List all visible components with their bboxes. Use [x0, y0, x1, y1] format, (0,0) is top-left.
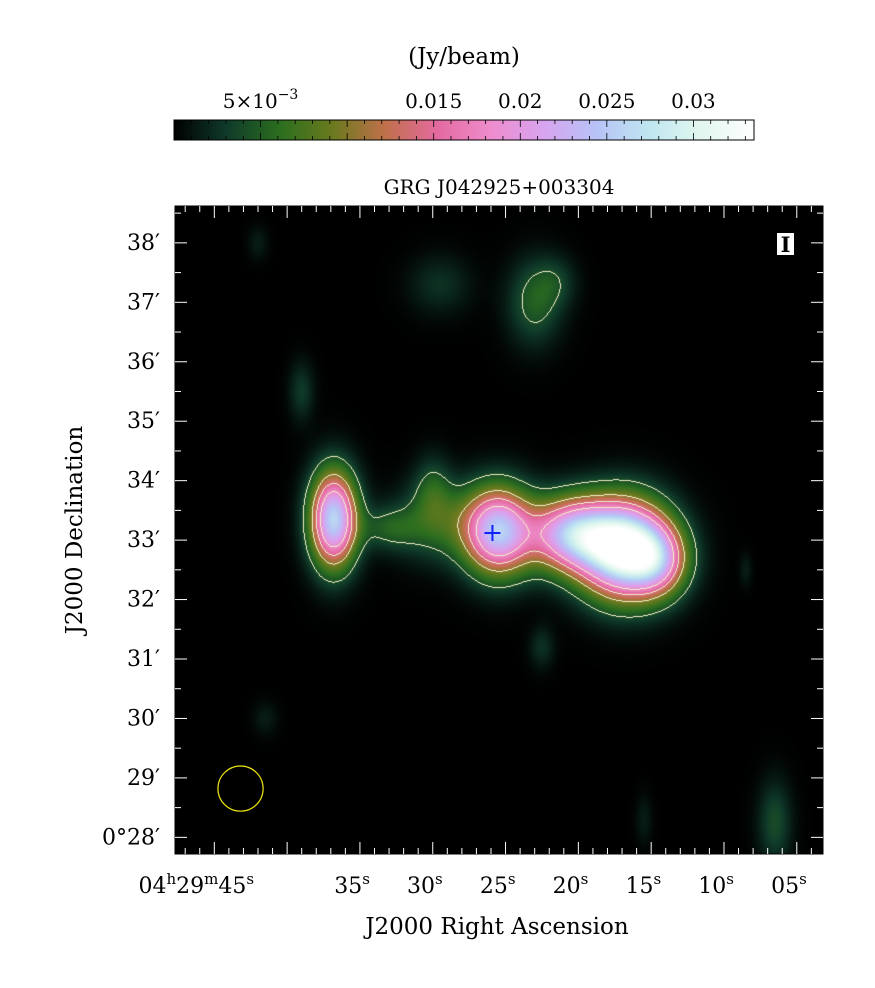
colorbar-ticks: [190, 120, 746, 140]
colorbar-gradient: [173, 119, 755, 141]
x-tick-label-s: 25: [480, 874, 508, 899]
x-tick-label-s: 35: [334, 874, 362, 899]
x-tick-unit: s: [362, 870, 370, 888]
x-tick-unit: s: [435, 870, 443, 888]
y-tick-label: 34′: [127, 469, 160, 494]
y-tick-label: 35′: [127, 409, 160, 434]
y-tick-label: 37′: [127, 290, 160, 315]
x-tick-label: 10s​: [698, 870, 734, 899]
overlays: I: [217, 232, 794, 812]
colorbar: (Jy/beam) 5×10−3 0.015 0.02 0.025 0.03: [173, 44, 755, 141]
stokes-label-box: [777, 233, 794, 255]
y-tick-label: 30′: [127, 706, 160, 731]
colorbar-tick-label: 0.03: [671, 89, 716, 113]
axis-ticks: [175, 206, 823, 854]
x-tick-label: 15s​: [625, 870, 661, 899]
x-tick-label-h: 04: [139, 874, 167, 899]
x-tick-unit: s: [653, 870, 661, 888]
x-tick-unit: h: [167, 870, 177, 888]
x-tick-label-s: 10: [698, 874, 726, 899]
x-tick-label-s: 30: [407, 874, 435, 899]
y-tick-label: 0°28′: [102, 825, 160, 850]
colorbar-tick-labels: 5×10−3 0.015 0.02 0.025 0.03: [223, 87, 716, 113]
x-tick-label-s: 05: [771, 874, 799, 899]
image-area: [175, 206, 823, 854]
y-tick-label: 31′: [127, 647, 160, 672]
plot-frame: [174, 205, 824, 855]
colorbar-tick-label: 0.015: [405, 89, 462, 113]
y-tick-label: 36′: [127, 350, 160, 375]
x-tick-label-m: 29: [176, 874, 204, 899]
y-tick-labels: 0°28′ 29′ 30′ 31′ 32′ 33′ 34′ 35′ 36′ 37′ 38′: [102, 231, 160, 850]
x-tick-unit: s: [508, 870, 516, 888]
colorbar-tick-exponent: −3: [278, 87, 299, 103]
x-tick-label: 35s​: [334, 870, 370, 899]
x-tick-label: 04h​29m​45s​: [139, 870, 255, 899]
colorbar-tick-label: 0.025: [578, 89, 635, 113]
stokes-label: I: [781, 232, 791, 257]
x-tick-label-s: 45: [218, 874, 246, 899]
intensity-map: [175, 206, 823, 854]
y-axis-label: J2000 Declination: [62, 426, 88, 637]
colorbar-tick-label: 0.02: [498, 89, 543, 113]
x-tick-label: 05s​: [771, 870, 807, 899]
x-tick-label: 25s​: [480, 870, 516, 899]
colorbar-tick-label: 5×10−3: [223, 87, 299, 113]
x-tick-label: 20s​: [553, 870, 589, 899]
y-tick-label: 32′: [127, 588, 160, 613]
y-tick-label: 38′: [127, 231, 160, 256]
x-tick-label-s: 20: [553, 874, 581, 899]
x-tick-unit: s: [581, 870, 589, 888]
chart-title: GRG J042925+003304: [384, 175, 615, 199]
y-tick-label: 33′: [127, 528, 160, 553]
x-tick-unit: s: [799, 870, 807, 888]
x-tick-unit: s: [246, 870, 254, 888]
x-tick-unit: m: [204, 870, 218, 888]
x-tick-labels: 04h​29m​45s​ 35s​ 30s​ 25s​ 20s​ 15s​ 10s​ 05s​: [139, 870, 807, 899]
x-axis-label: J2000 Right Ascension: [363, 914, 629, 940]
y-tick-label: 29′: [127, 766, 160, 791]
beam-circle: [217, 765, 264, 812]
x-tick-label-s: 15: [625, 874, 653, 899]
colorbar-label: (Jy/beam): [408, 44, 520, 70]
x-tick-label: 30s​: [407, 870, 443, 899]
x-tick-unit: s: [726, 870, 734, 888]
